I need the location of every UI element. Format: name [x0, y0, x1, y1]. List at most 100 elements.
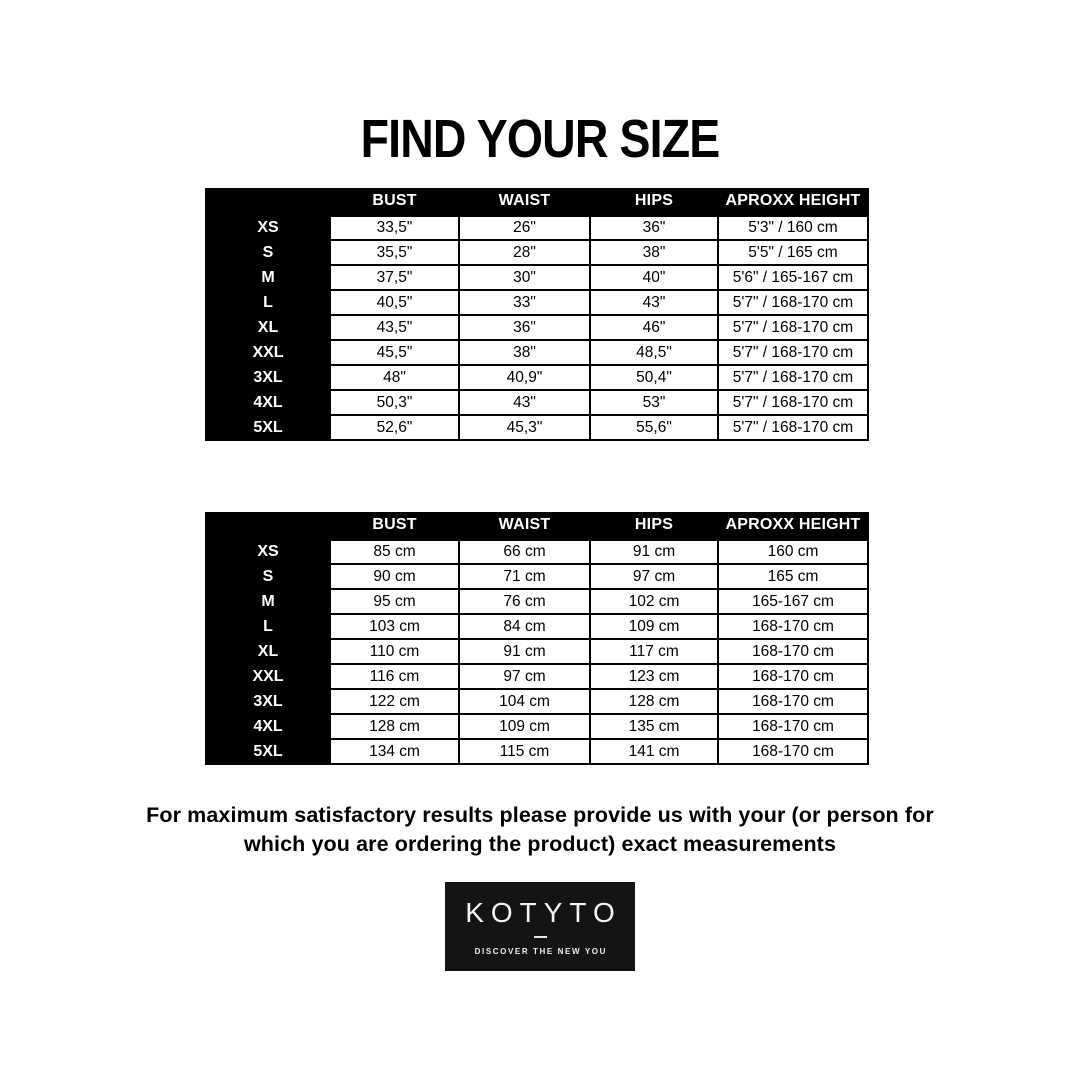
- table-row: S 90 cm 71 cm 97 cm 165 cm: [205, 563, 869, 590]
- bust-cell: 43,5": [329, 314, 460, 341]
- column-header-bust: BUST: [330, 188, 459, 215]
- height-cell: 168-170 cm: [717, 613, 869, 640]
- column-header-height: APROXX HEIGHT: [718, 188, 868, 215]
- bust-cell: 52,6": [329, 414, 460, 441]
- height-cell: 168-170 cm: [717, 738, 869, 765]
- column-header-hips: HIPS: [590, 188, 718, 215]
- bust-cell: 110 cm: [329, 638, 460, 665]
- size-cell: S: [205, 563, 331, 590]
- size-cell: S: [205, 239, 331, 266]
- size-cell: 5XL: [205, 414, 331, 441]
- waist-cell: 71 cm: [458, 563, 591, 590]
- size-cell: M: [205, 588, 331, 615]
- hips-cell: 102 cm: [589, 588, 719, 615]
- height-cell: 5'7" / 168-170 cm: [717, 339, 869, 366]
- page-title: FIND YOUR SIZE: [360, 109, 721, 169]
- hips-cell: 38": [589, 239, 719, 266]
- height-cell: 5'3" / 160 cm: [717, 213, 869, 241]
- waist-cell: 76 cm: [458, 588, 591, 615]
- table-row: XS 33,5" 26" 36" 5'3" / 160 cm: [205, 213, 869, 241]
- waist-cell: 43": [458, 389, 591, 416]
- column-header-hips: HIPS: [590, 512, 718, 539]
- size-cell: XS: [205, 538, 331, 565]
- hips-cell: 91 cm: [589, 537, 719, 565]
- hips-cell: 48,5": [589, 339, 719, 366]
- height-cell: 5'7" / 168-170 cm: [717, 364, 869, 391]
- table-row: 3XL 48" 40,9" 50,4" 5'7" / 168-170 cm: [205, 364, 869, 391]
- size-cell: 5XL: [205, 738, 331, 765]
- hips-cell: 50,4": [589, 364, 719, 391]
- height-cell: 165-167 cm: [717, 588, 869, 615]
- hips-cell: 43": [589, 289, 719, 316]
- waist-cell: 30": [458, 264, 591, 291]
- corner-cell: [206, 512, 330, 539]
- waist-cell: 91 cm: [458, 638, 591, 665]
- height-cell: 5'7" / 168-170 cm: [717, 389, 869, 416]
- waist-cell: 28": [458, 239, 591, 266]
- hips-cell: 55,6": [589, 414, 719, 441]
- bust-cell: 48": [329, 364, 460, 391]
- logo-divider-line: [533, 936, 547, 938]
- brand-name: KOTYTO: [465, 897, 622, 928]
- height-cell: 5'5" / 165 cm: [717, 239, 869, 266]
- bust-cell: 45,5": [329, 339, 460, 366]
- column-header-waist: WAIST: [459, 512, 590, 539]
- corner-cell: [206, 188, 330, 215]
- height-cell: 5'7" / 168-170 cm: [717, 289, 869, 316]
- bust-cell: 134 cm: [329, 738, 460, 765]
- bust-cell: 40,5": [329, 289, 460, 316]
- table-header-row: BUST WAIST HIPS APROXX HEIGHT: [206, 188, 868, 215]
- size-table-cm: BUST WAIST HIPS APROXX HEIGHT XS 85 cm 66 …: [205, 512, 869, 765]
- column-header-waist: WAIST: [459, 188, 590, 215]
- table-row: 4XL 50,3" 43" 53" 5'7" / 168-170 cm: [205, 389, 869, 416]
- table-row: L 40,5" 33" 43" 5'7" / 168-170 cm: [205, 289, 869, 316]
- waist-cell: 26": [458, 213, 591, 241]
- hips-cell: 117 cm: [589, 638, 719, 665]
- waist-cell: 38": [458, 339, 591, 366]
- table-row: XXL 116 cm 97 cm 123 cm 168-170 cm: [205, 663, 869, 690]
- measurement-note: For maximum satisfactory results please …: [0, 801, 1080, 859]
- size-cell: XL: [205, 314, 331, 341]
- waist-cell: 97 cm: [458, 663, 591, 690]
- table-row: XS 85 cm 66 cm 91 cm 160 cm: [205, 537, 869, 565]
- bust-cell: 95 cm: [329, 588, 460, 615]
- bust-cell: 50,3": [329, 389, 460, 416]
- hips-cell: 53": [589, 389, 719, 416]
- size-cell: 4XL: [205, 713, 331, 740]
- height-cell: 168-170 cm: [717, 663, 869, 690]
- bust-cell: 103 cm: [329, 613, 460, 640]
- table-row: 3XL 122 cm 104 cm 128 cm 168-170 cm: [205, 688, 869, 715]
- hips-cell: 36": [589, 213, 719, 241]
- table-row: 4XL 128 cm 109 cm 135 cm 168-170 cm: [205, 713, 869, 740]
- size-cell: XL: [205, 638, 331, 665]
- bust-cell: 37,5": [329, 264, 460, 291]
- height-cell: 5'6" / 165-167 cm: [717, 264, 869, 291]
- size-table-inches: BUST WAIST HIPS APROXX HEIGHT XS 33,5" 26"…: [205, 188, 869, 441]
- height-cell: 168-170 cm: [717, 688, 869, 715]
- table-row: L 103 cm 84 cm 109 cm 168-170 cm: [205, 613, 869, 640]
- table-row: M 95 cm 76 cm 102 cm 165-167 cm: [205, 588, 869, 615]
- column-header-height: APROXX HEIGHT: [718, 512, 868, 539]
- size-cell: M: [205, 264, 331, 291]
- bust-cell: 35,5": [329, 239, 460, 266]
- bust-cell: 33,5": [329, 213, 460, 241]
- bust-cell: 116 cm: [329, 663, 460, 690]
- hips-cell: 40": [589, 264, 719, 291]
- table-row: M 37,5" 30" 40" 5'6" / 165-167 cm: [205, 264, 869, 291]
- hips-cell: 128 cm: [589, 688, 719, 715]
- height-cell: 5'7" / 168-170 cm: [717, 314, 869, 341]
- table-row: 5XL 52,6" 45,3" 55,6" 5'7" / 168-170 cm: [205, 414, 869, 441]
- size-cell: 3XL: [205, 688, 331, 715]
- waist-cell: 33": [458, 289, 591, 316]
- note-line-2: which you are ordering the product) exac…: [243, 832, 837, 856]
- note-line-1: For maximum satisfactory results please …: [146, 803, 934, 827]
- waist-cell: 66 cm: [458, 537, 591, 565]
- height-cell: 5'7" / 168-170 cm: [717, 414, 869, 441]
- hips-cell: 97 cm: [589, 563, 719, 590]
- height-cell: 165 cm: [717, 563, 869, 590]
- waist-cell: 40,9": [458, 364, 591, 391]
- waist-cell: 115 cm: [458, 738, 591, 765]
- brand-logo: KOTYTO DISCOVER THE NEW YOU: [445, 882, 635, 971]
- hips-cell: 141 cm: [589, 738, 719, 765]
